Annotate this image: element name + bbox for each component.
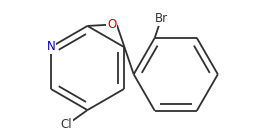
Text: N: N <box>47 41 55 53</box>
Text: O: O <box>107 18 116 31</box>
Text: Cl: Cl <box>61 118 72 131</box>
Text: Br: Br <box>154 13 168 25</box>
